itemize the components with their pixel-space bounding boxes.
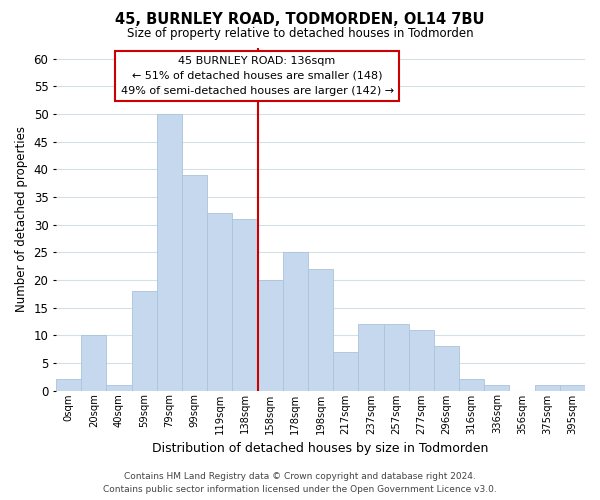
Bar [333, 352, 358, 391]
Bar [358, 324, 383, 390]
Bar [56, 380, 81, 390]
Bar [81, 335, 106, 390]
Bar [106, 385, 131, 390]
Bar [308, 269, 333, 390]
Bar [535, 385, 560, 390]
X-axis label: Distribution of detached houses by size in Todmorden: Distribution of detached houses by size … [152, 442, 489, 455]
Text: 45, BURNLEY ROAD, TODMORDEN, OL14 7BU: 45, BURNLEY ROAD, TODMORDEN, OL14 7BU [115, 12, 485, 28]
Bar [232, 219, 257, 390]
Text: 45 BURNLEY ROAD: 136sqm
← 51% of detached houses are smaller (148)
49% of semi-d: 45 BURNLEY ROAD: 136sqm ← 51% of detache… [121, 56, 394, 96]
Bar [283, 252, 308, 390]
Bar [484, 385, 509, 390]
Bar [207, 214, 232, 390]
Bar [434, 346, 459, 391]
Bar [383, 324, 409, 390]
Y-axis label: Number of detached properties: Number of detached properties [15, 126, 28, 312]
Bar [131, 291, 157, 390]
Bar [157, 114, 182, 390]
Text: Contains HM Land Registry data © Crown copyright and database right 2024.
Contai: Contains HM Land Registry data © Crown c… [103, 472, 497, 494]
Bar [182, 174, 207, 390]
Bar [459, 380, 484, 390]
Bar [409, 330, 434, 390]
Bar [560, 385, 585, 390]
Bar [257, 280, 283, 390]
Text: Size of property relative to detached houses in Todmorden: Size of property relative to detached ho… [127, 28, 473, 40]
